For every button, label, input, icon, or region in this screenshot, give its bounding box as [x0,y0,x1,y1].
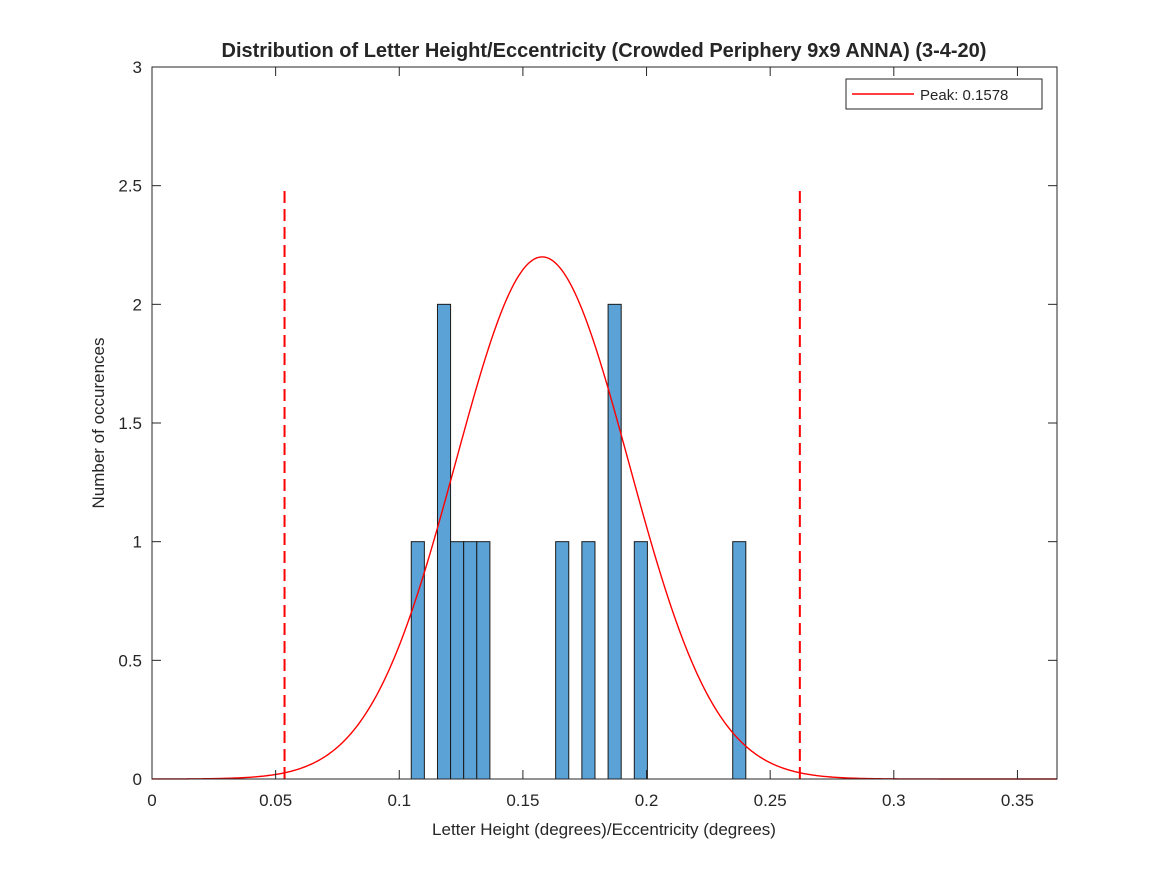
histogram-bar [476,541,491,780]
x-tick-label: 0.35 [1001,791,1034,810]
chart-title: Distribution of Letter Height/Eccentrici… [222,40,987,62]
x-tick-label: 0.1 [387,791,411,810]
legend: Peak: 0.1578 [845,78,1043,110]
limit-lines [283,185,801,779]
x-tick-label: 0 [147,791,156,810]
histogram-bar [607,303,622,780]
y-tick-label: 3 [133,58,142,77]
x-tick-label: 0.05 [259,791,292,810]
histogram-bar [581,541,596,780]
y-tick-label: 1.5 [118,414,142,433]
y-axis-label: Number of occurences [89,337,108,508]
histogram-bar [450,541,465,780]
histogram-bar [732,541,747,780]
histogram-bar [463,541,478,780]
histogram-bar [555,541,570,780]
y-tick-label: 2 [133,295,142,314]
x-tick-label: 0.15 [506,791,539,810]
histogram-bars [410,303,747,780]
y-axis-ticks: 0 0.5 1 1.5 2 2.5 3 [118,58,1057,789]
y-tick-label: 1 [133,533,142,552]
x-tick-label: 0.3 [882,791,906,810]
x-tick-label: 0.25 [754,791,787,810]
legend-fit-label: Peak: 0.1578 [920,87,1008,104]
histogram-bar [633,541,648,780]
x-axis-ticks: 0 0.05 0.1 0.15 0.2 0.25 0.3 0.35 [147,67,1034,810]
y-tick-label: 0 [133,770,142,789]
histogram-bar [436,303,452,780]
y-tick-label: 2.5 [118,177,142,196]
x-axis-label: Letter Height (degrees)/Eccentricity (de… [432,820,776,839]
y-tick-label: 0.5 [118,651,142,670]
x-tick-label: 0.2 [635,791,659,810]
